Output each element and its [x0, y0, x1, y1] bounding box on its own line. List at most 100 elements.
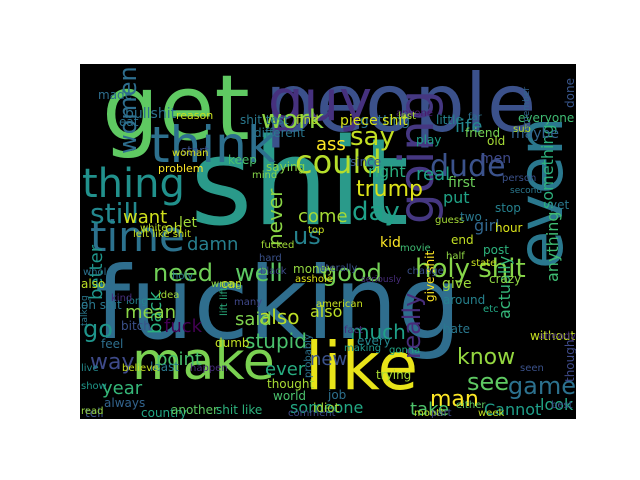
word: life — [455, 116, 483, 137]
word: us — [293, 222, 321, 250]
word: read — [81, 406, 104, 417]
word: post — [483, 243, 509, 257]
word: mind — [252, 170, 278, 181]
word: feel — [101, 337, 124, 351]
word: start — [181, 144, 209, 158]
word: saying — [266, 160, 306, 174]
word: already — [538, 331, 576, 342]
word: bitch — [121, 319, 151, 333]
word: trying — [376, 368, 412, 382]
word: piece shit — [340, 113, 408, 129]
word: world — [273, 389, 307, 403]
word: left like shit — [133, 229, 191, 240]
word: sub — [513, 124, 531, 135]
word: let — [179, 215, 197, 231]
word: point — [156, 349, 202, 370]
word: believe — [122, 363, 159, 374]
word: friend — [465, 126, 501, 140]
word: job — [328, 388, 347, 402]
word: month — [414, 408, 447, 419]
word: actually — [495, 255, 514, 319]
word: last — [398, 111, 417, 122]
word: keep — [228, 153, 257, 167]
word: kind — [111, 293, 133, 304]
word: need — [153, 259, 213, 287]
word: also — [81, 277, 106, 291]
word: well — [235, 259, 283, 287]
word: bullshit — [125, 106, 177, 122]
word: made — [98, 88, 133, 102]
word: stop — [495, 201, 521, 215]
word: girl — [474, 216, 500, 235]
word: guy — [268, 69, 373, 134]
word: least — [150, 360, 180, 374]
word: trump — [356, 177, 424, 202]
word: probably — [303, 334, 314, 378]
word: much — [350, 320, 406, 344]
word: play — [416, 133, 442, 147]
word: gonna — [389, 345, 421, 356]
word: everyone — [518, 111, 575, 125]
word: problem — [158, 162, 204, 175]
word: dude — [430, 149, 506, 184]
word: white — [140, 223, 168, 234]
word: person — [502, 173, 537, 184]
word: way — [90, 350, 135, 375]
word: making — [344, 343, 382, 354]
word: eat — [119, 115, 139, 129]
word-cloud: shit fucking get people like make even think guy… — [80, 64, 576, 419]
word: asshole — [295, 274, 333, 285]
word: like — [305, 328, 419, 405]
word: idiot — [313, 401, 340, 415]
word: old — [487, 134, 506, 148]
word: holy — [172, 271, 194, 282]
word: many — [234, 297, 263, 308]
word: shit test — [240, 113, 289, 127]
word: without — [530, 329, 576, 343]
word: man — [430, 387, 479, 412]
word: idea — [158, 290, 180, 301]
word: thing — [82, 161, 185, 207]
word: two — [460, 210, 482, 224]
word: good — [322, 259, 382, 287]
word: every — [357, 334, 391, 348]
word: know — [457, 345, 516, 370]
word: look — [540, 395, 574, 414]
word: remember — [522, 86, 532, 134]
word: money — [293, 262, 335, 276]
word: week — [478, 408, 505, 419]
word: another — [171, 403, 218, 417]
word: around — [443, 293, 486, 307]
word: still — [90, 197, 139, 230]
word: black — [260, 266, 287, 277]
word: go — [83, 315, 113, 343]
word: first — [448, 175, 476, 191]
word: also — [259, 305, 300, 329]
word: though — [563, 339, 576, 382]
word: find — [296, 113, 319, 127]
word: oh shit — [81, 298, 122, 312]
word: never — [263, 188, 287, 246]
word: game — [507, 372, 576, 400]
word: people — [265, 64, 537, 150]
word: state — [471, 258, 497, 269]
word: hard — [259, 253, 282, 264]
word: far — [468, 112, 482, 123]
word: crazy — [489, 272, 522, 286]
word: dumb — [215, 336, 250, 350]
word: half — [446, 251, 465, 262]
word: yet — [550, 198, 570, 212]
word: car — [221, 277, 240, 291]
word: someone — [290, 398, 364, 417]
word: anything — [543, 211, 562, 282]
word: etc — [483, 304, 499, 315]
word: american — [316, 299, 363, 310]
word: put — [443, 188, 470, 207]
word: lift lift — [219, 287, 230, 316]
word: tell — [85, 406, 104, 419]
word: country — [141, 406, 187, 419]
word: done — [563, 78, 576, 108]
word: fact — [344, 325, 364, 336]
word: getting — [360, 113, 411, 129]
word: Cannot — [484, 400, 542, 419]
